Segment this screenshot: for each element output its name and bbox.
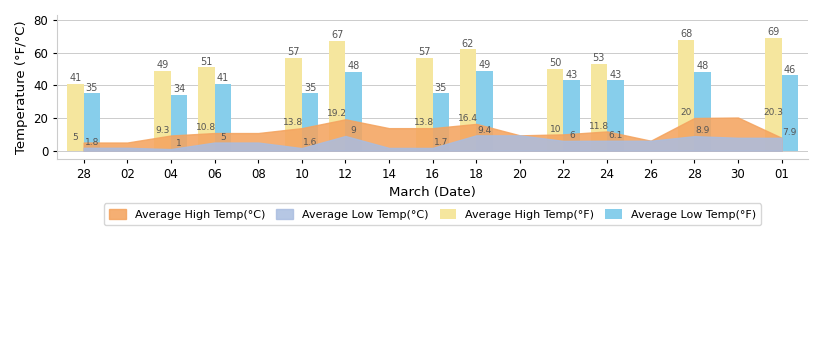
Bar xyxy=(564,80,580,151)
Y-axis label: Temperature (°F/°C): Temperature (°F/°C) xyxy=(15,20,28,154)
Text: 9: 9 xyxy=(351,126,357,135)
Bar xyxy=(286,58,302,151)
Bar xyxy=(154,71,171,151)
Bar xyxy=(765,38,782,151)
Bar xyxy=(416,58,432,151)
Bar xyxy=(171,95,188,151)
Bar xyxy=(345,72,362,151)
Text: 53: 53 xyxy=(593,53,605,63)
Text: 43: 43 xyxy=(609,70,622,80)
Bar xyxy=(607,80,623,151)
Text: 19.2: 19.2 xyxy=(327,109,347,118)
Bar xyxy=(67,84,84,151)
Bar xyxy=(590,64,607,151)
Text: 9.3: 9.3 xyxy=(155,126,170,135)
Text: 5: 5 xyxy=(220,133,226,142)
Text: 57: 57 xyxy=(287,47,300,57)
Bar xyxy=(198,67,214,151)
Text: 48: 48 xyxy=(696,62,709,71)
X-axis label: March (Date): March (Date) xyxy=(389,186,476,199)
Text: 1.8: 1.8 xyxy=(85,138,99,147)
Bar xyxy=(782,76,798,151)
Text: 20.3: 20.3 xyxy=(764,108,784,117)
Text: 35: 35 xyxy=(85,83,98,93)
Bar xyxy=(476,71,493,151)
Bar xyxy=(678,39,695,151)
Bar xyxy=(432,93,449,151)
Text: 69: 69 xyxy=(767,27,779,37)
Text: 1.6: 1.6 xyxy=(303,138,317,147)
Text: 11.8: 11.8 xyxy=(588,122,609,131)
Text: 51: 51 xyxy=(200,56,212,67)
Text: 49: 49 xyxy=(478,60,491,70)
Bar xyxy=(214,84,231,151)
Text: 6.1: 6.1 xyxy=(608,131,622,140)
Text: 13.8: 13.8 xyxy=(283,118,304,127)
Text: 13.8: 13.8 xyxy=(414,118,434,127)
Text: 16.4: 16.4 xyxy=(458,114,478,123)
Text: 20: 20 xyxy=(681,108,691,117)
Text: 57: 57 xyxy=(418,47,431,57)
Legend: Average High Temp(°C), Average Low Temp(°C), Average High Temp(°F), Average Low : Average High Temp(°C), Average Low Temp(… xyxy=(104,203,761,225)
Text: 49: 49 xyxy=(157,60,168,70)
Text: 34: 34 xyxy=(173,84,185,94)
Text: 48: 48 xyxy=(348,62,359,71)
Text: 1.7: 1.7 xyxy=(434,138,448,147)
Text: 10.8: 10.8 xyxy=(196,123,217,132)
Text: 35: 35 xyxy=(304,83,316,93)
Text: 10: 10 xyxy=(549,125,561,134)
Text: 62: 62 xyxy=(461,38,474,49)
Text: 5: 5 xyxy=(72,133,78,142)
Text: 50: 50 xyxy=(549,58,561,68)
Text: 1: 1 xyxy=(176,139,182,148)
Text: 67: 67 xyxy=(331,30,344,40)
Bar xyxy=(695,72,711,151)
Bar xyxy=(302,93,319,151)
Text: 43: 43 xyxy=(566,70,578,80)
Text: 46: 46 xyxy=(784,65,796,75)
Bar xyxy=(547,69,564,151)
Text: 68: 68 xyxy=(680,29,692,39)
Text: 41: 41 xyxy=(217,73,229,83)
Bar xyxy=(329,41,345,151)
Text: 7.9: 7.9 xyxy=(783,128,797,137)
Text: 35: 35 xyxy=(435,83,447,93)
Bar xyxy=(84,93,100,151)
Text: 9.4: 9.4 xyxy=(477,126,491,135)
Text: 41: 41 xyxy=(69,73,81,83)
Bar xyxy=(460,49,476,151)
Text: 8.9: 8.9 xyxy=(696,126,710,135)
Text: 6: 6 xyxy=(569,131,574,140)
